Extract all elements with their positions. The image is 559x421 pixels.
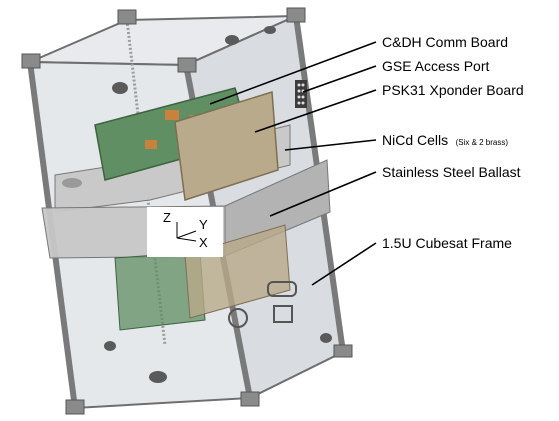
leader-ballast xyxy=(269,171,377,217)
leader-nicd xyxy=(284,139,377,151)
psk31-xponder-board xyxy=(174,91,279,201)
gse-port-pins xyxy=(297,83,305,105)
rail-foot xyxy=(286,7,306,23)
gse-port-connector xyxy=(295,80,307,108)
mounting-hole xyxy=(264,26,276,34)
axis-inset-background xyxy=(147,207,223,257)
rail-foot xyxy=(333,344,353,358)
axis-z-label: Z xyxy=(163,210,171,225)
mounting-hole xyxy=(225,35,239,45)
leader-cdh xyxy=(209,41,377,105)
leader-gse xyxy=(302,65,377,93)
mounting-hole xyxy=(149,371,167,383)
axis-inset: Z Y X xyxy=(147,207,223,257)
leader-frame xyxy=(311,242,377,286)
callout-psk31-xponder-board: PSK31 Xponder Board xyxy=(382,82,524,98)
bottom-port xyxy=(273,305,293,323)
rail-foot xyxy=(240,391,260,407)
callout-gse-access-port: GSE Access Port xyxy=(382,58,489,74)
rail-foot xyxy=(21,53,41,69)
axis-y-line xyxy=(176,230,197,239)
callout-nicd-note: (Six & 2 brass) xyxy=(456,138,509,147)
callout-stainless-steel-ballast: Stainless Steel Ballast xyxy=(382,164,521,180)
leader-lines xyxy=(209,41,377,286)
axis-x-label: X xyxy=(199,235,208,250)
ballast-side-face xyxy=(224,159,331,257)
board-component xyxy=(165,110,179,120)
rail-foot xyxy=(65,399,85,415)
mounting-hole xyxy=(104,341,116,351)
leader-psk xyxy=(254,89,377,133)
callout-nicd-cells: NiCd Cells (Six & 2 brass) xyxy=(382,132,508,149)
mounting-hole xyxy=(320,333,332,343)
callout-labels: C&DH Comm Board GSE Access Port PSK31 Xp… xyxy=(382,34,524,251)
axis-y-label: Y xyxy=(199,217,208,232)
callout-nicd-main: NiCd Cells xyxy=(382,132,448,148)
bottom-port xyxy=(228,308,248,328)
callout-cubesat-frame: 1.5U Cubesat Frame xyxy=(382,235,512,251)
board-component xyxy=(145,140,157,149)
rail-foot xyxy=(177,57,197,73)
rail-foot xyxy=(117,9,137,25)
mounting-hole xyxy=(112,82,128,94)
nicd-cell xyxy=(62,178,82,188)
bottom-connector xyxy=(267,281,297,297)
internal-components xyxy=(41,87,331,331)
axis-x-line xyxy=(176,237,197,242)
callout-cdh-comm-board: C&DH Comm Board xyxy=(382,34,508,50)
